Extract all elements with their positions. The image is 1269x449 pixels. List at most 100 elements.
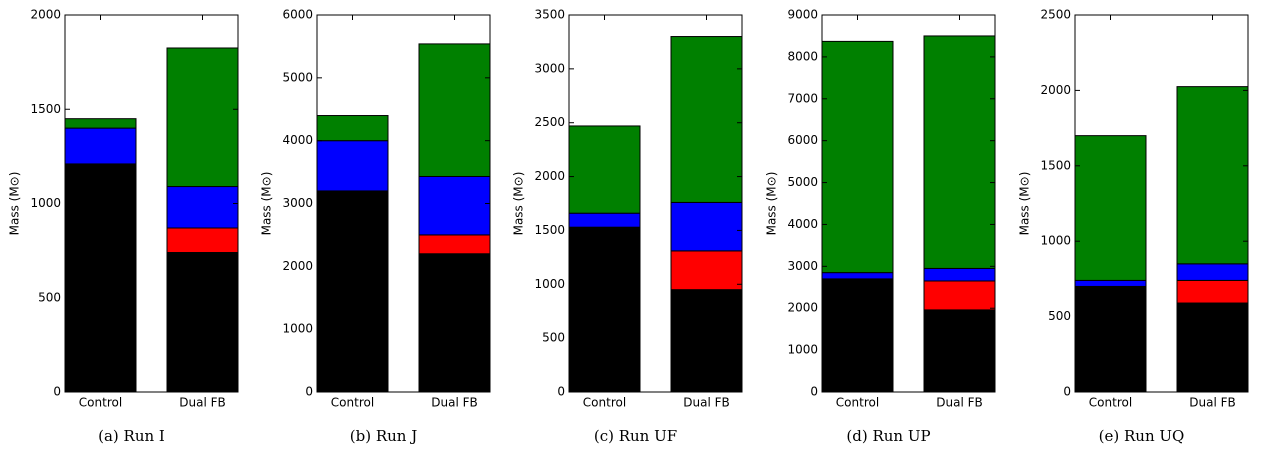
bar-segment <box>166 186 239 229</box>
y-tick-label: 3000 <box>787 259 818 273</box>
y-axis-label: Mass (M⊙) <box>512 172 526 236</box>
bar-segment <box>821 40 894 274</box>
y-axis-label: Mass (M⊙) <box>260 172 274 236</box>
subplot: 0 1000 2000 3000 4000 5000 6000 7000 8000 9000 Con… <box>765 8 996 445</box>
y-tick-label: 6000 <box>282 8 313 22</box>
y-tick-label: 0 <box>557 385 565 399</box>
bar-segment <box>418 43 491 177</box>
y-tick-label: 1000 <box>282 322 313 336</box>
bar-segment <box>568 125 641 214</box>
bar-segment <box>670 201 743 252</box>
bar-segment <box>568 226 641 393</box>
bar-segment <box>1176 279 1249 304</box>
bar-segment <box>1074 285 1147 393</box>
bar-segment <box>923 309 996 393</box>
caption: (d) Run UP <box>846 427 930 445</box>
bar-segment <box>316 115 389 142</box>
subplot: 0 1000 2000 3000 4000 5000 6000 Control Dual FB M… <box>260 8 491 445</box>
y-tick-label: 1000 <box>1040 234 1071 248</box>
bar-segment <box>418 234 491 255</box>
bar-segment <box>670 36 743 203</box>
x-tick-label: Dual FB <box>683 396 729 410</box>
subplot: 0 500 1000 1500 2000 2500 3000 3500 Control Dual … <box>512 8 743 445</box>
caption: (e) Run UQ <box>1099 427 1185 445</box>
y-tick-label: 5000 <box>282 70 313 84</box>
bar-segment <box>923 267 996 282</box>
plot-frame <box>568 14 743 393</box>
bar-segment <box>1176 86 1249 265</box>
x-tick-label: Control <box>836 396 879 410</box>
bar-segment <box>1176 263 1249 281</box>
bar-segment <box>1074 135 1147 281</box>
y-axis-label: Mass (M⊙) <box>8 172 22 236</box>
bar-segment <box>418 175 491 236</box>
bar-segment <box>1176 302 1249 393</box>
y-tick-label: 2000 <box>534 169 565 183</box>
y-tick-label: 7000 <box>787 91 818 105</box>
caption: (a) Run I <box>98 427 165 445</box>
x-tick-label: Control <box>79 396 122 410</box>
bar-segment <box>418 253 491 393</box>
x-tick-label: Dual FB <box>936 396 982 410</box>
bar-segment <box>316 190 389 393</box>
y-tick-label: 5000 <box>787 175 818 189</box>
x-tick-label: Control <box>331 396 374 410</box>
y-tick-label: 2000 <box>1040 83 1071 97</box>
bar-segment <box>568 212 641 228</box>
bar-segment <box>821 272 894 280</box>
x-tick-label: Dual FB <box>179 396 225 410</box>
y-tick-label: 1000 <box>30 196 61 210</box>
bar-segment <box>166 227 239 254</box>
y-tick-label: 2000 <box>787 301 818 315</box>
bar-segment <box>64 163 137 393</box>
y-tick-label: 0 <box>810 385 818 399</box>
y-tick-label: 1500 <box>30 102 61 116</box>
y-tick-label: 1000 <box>534 277 565 291</box>
y-tick-label: 0 <box>1063 385 1071 399</box>
plot-frame <box>821 14 996 393</box>
caption: (c) Run UF <box>594 427 677 445</box>
caption: (b) Run J <box>350 427 417 445</box>
y-tick-label: 1500 <box>1040 158 1071 172</box>
y-tick-label: 1000 <box>787 343 818 357</box>
bar-segment <box>166 47 239 188</box>
y-tick-label: 500 <box>1048 309 1071 323</box>
plot-frame <box>1074 14 1249 393</box>
y-tick-label: 0 <box>53 385 61 399</box>
y-tick-label: 9000 <box>787 8 818 22</box>
y-tick-label: 6000 <box>787 133 818 147</box>
bar-segment <box>821 278 894 393</box>
y-tick-label: 500 <box>542 331 565 345</box>
y-tick-label: 4000 <box>282 133 313 147</box>
y-tick-label: 2500 <box>1040 8 1071 22</box>
subplot: 0 500 1000 1500 2000 2500 Control Dual FB Mass (… <box>1018 8 1249 445</box>
bar-segment <box>166 252 239 393</box>
subplot: 0 500 1000 1500 2000 Control Dual FB Mass (M⊙) (… <box>8 8 239 445</box>
y-tick-label: 4000 <box>787 217 818 231</box>
x-tick-label: Control <box>1089 396 1132 410</box>
y-tick-label: 1500 <box>534 223 565 237</box>
y-axis-label: Mass (M⊙) <box>1018 172 1032 236</box>
bar-segment <box>64 127 137 165</box>
bar-segment <box>316 140 389 192</box>
bar-segment <box>923 280 996 311</box>
y-tick-label: 8000 <box>787 49 818 63</box>
y-tick-label: 2500 <box>534 115 565 129</box>
x-tick-label: Dual FB <box>1189 396 1235 410</box>
x-tick-label: Control <box>583 396 626 410</box>
y-axis-label: Mass (M⊙) <box>765 172 779 236</box>
bar-segment <box>64 118 137 129</box>
y-tick-label: 3000 <box>282 196 313 210</box>
bar-segment <box>1074 279 1147 287</box>
y-tick-label: 3500 <box>534 8 565 22</box>
y-tick-label: 0 <box>305 385 313 399</box>
y-tick-label: 500 <box>38 290 61 304</box>
bar-segment <box>923 35 996 269</box>
y-tick-label: 3000 <box>534 61 565 75</box>
y-tick-label: 2000 <box>282 259 313 273</box>
y-tick-label: 2000 <box>30 8 61 22</box>
bar-segment <box>670 289 743 393</box>
x-tick-label: Dual FB <box>431 396 477 410</box>
bar-segment <box>670 250 743 291</box>
